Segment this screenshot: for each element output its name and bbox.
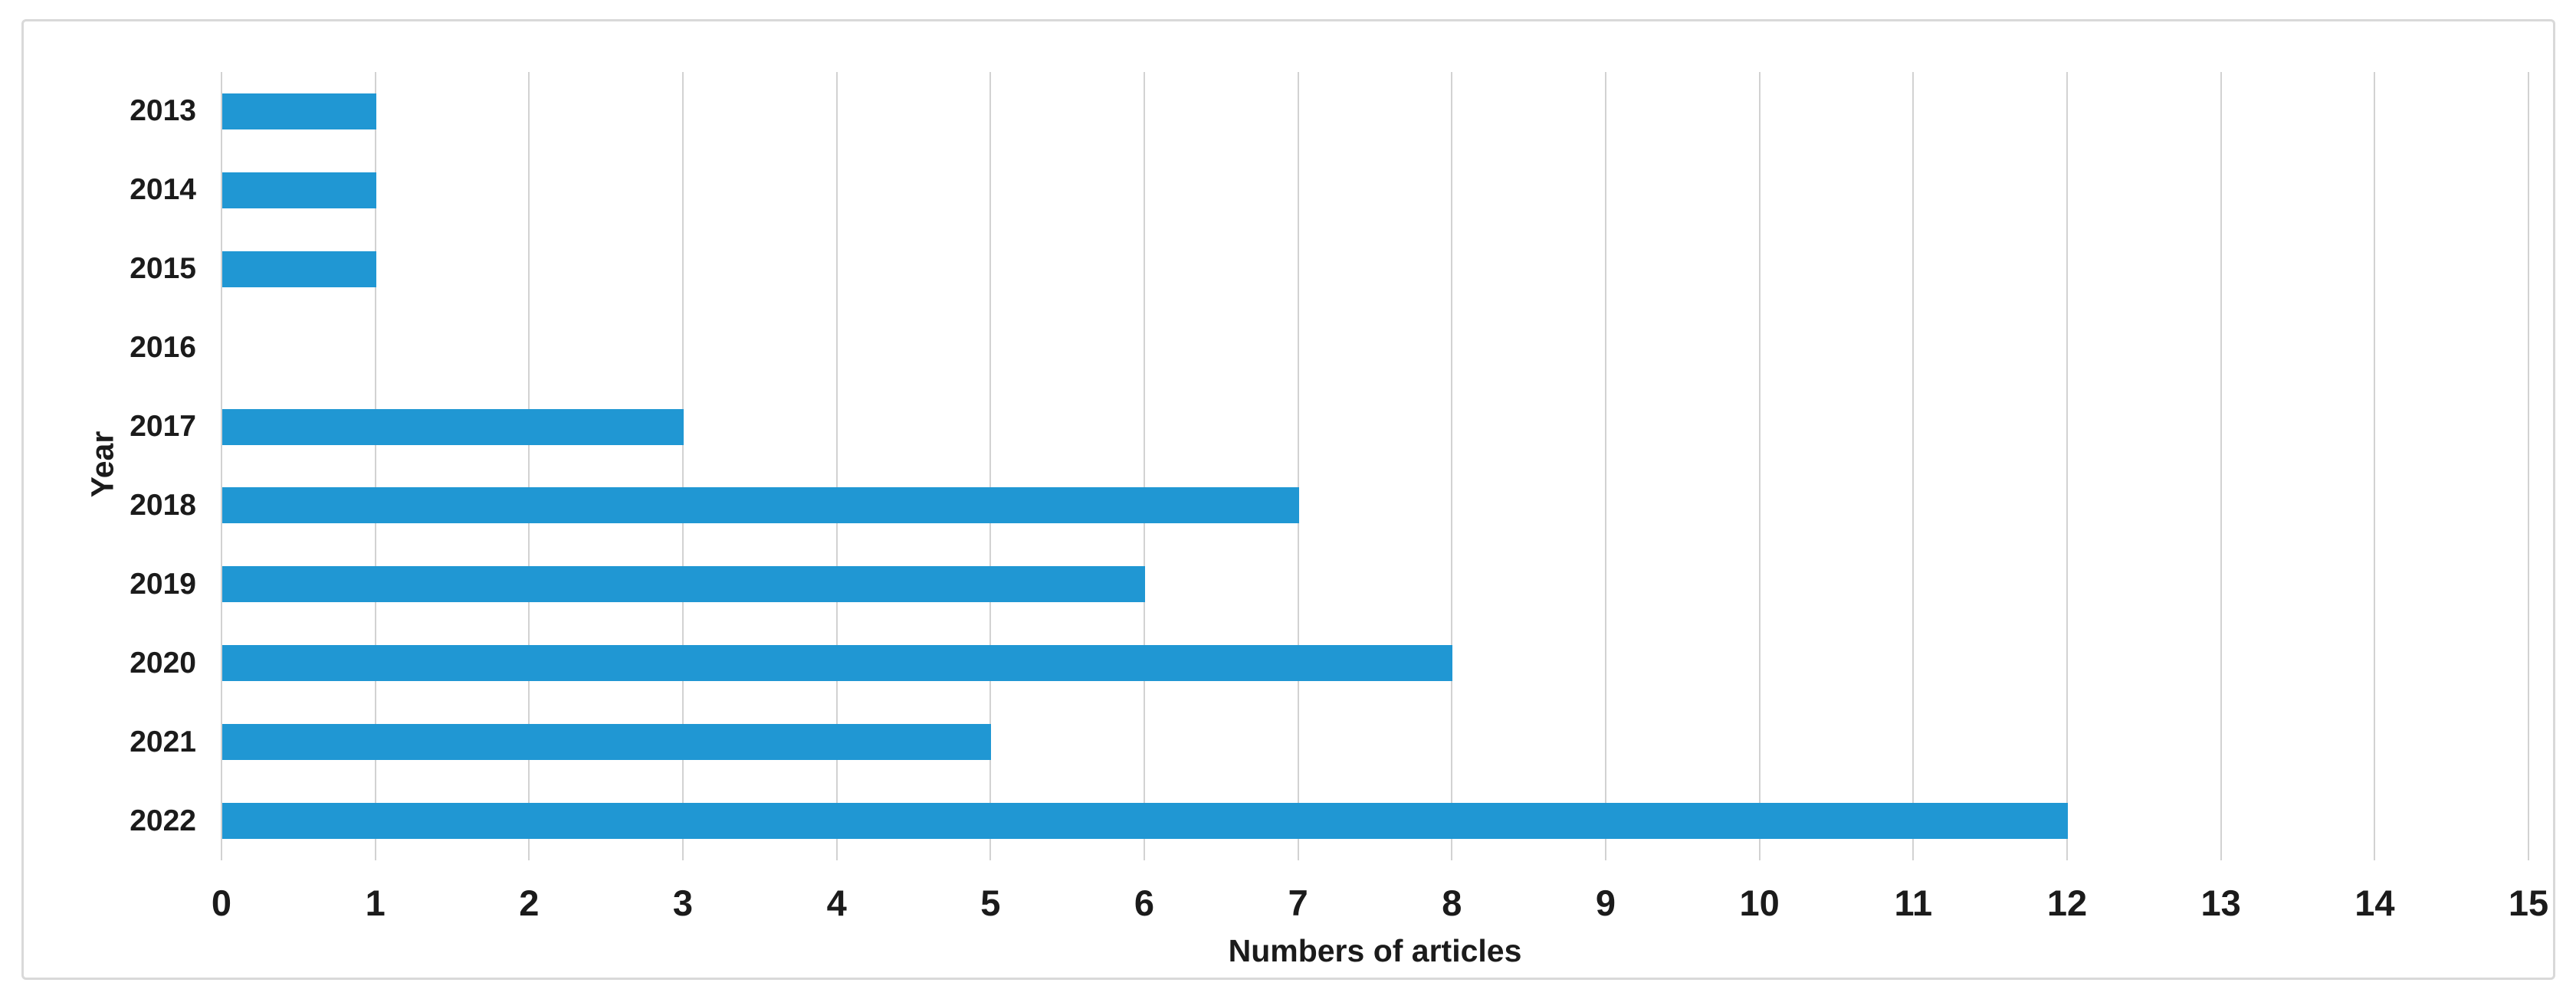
x-tick-label-0: 0 <box>211 883 232 923</box>
x-tick-label-7: 7 <box>1288 883 1308 923</box>
bar-2015 <box>222 251 376 287</box>
gridline-x-8 <box>1451 72 1453 860</box>
y-tick-label-2018: 2018 <box>130 488 196 522</box>
y-tick-label-2013: 2013 <box>130 94 196 128</box>
bar-2019 <box>222 566 1145 603</box>
bar-2018 <box>222 487 1299 524</box>
x-axis-title: Numbers of articles <box>1228 933 1522 968</box>
y-tick-label-2015: 2015 <box>130 252 196 286</box>
gridline-x-13 <box>2220 72 2222 860</box>
y-tick-label-2016: 2016 <box>130 331 196 365</box>
gridline-x-10 <box>1758 72 1761 860</box>
chart-border: 2013 2014 2015 2016 2017 2018 2019 2020 2021 2022… <box>21 19 2555 980</box>
gridline-x-4 <box>835 72 838 860</box>
gridline-x-2 <box>528 72 530 860</box>
gridline-x-0 <box>221 72 222 860</box>
gridline-x-1 <box>374 72 376 860</box>
y-tick-label-2014: 2014 <box>130 173 196 207</box>
bar-2013 <box>222 93 376 129</box>
y-tick-label-2021: 2021 <box>130 725 196 758</box>
x-tick-label-5: 5 <box>980 883 1001 923</box>
x-tick-label-6: 6 <box>1134 883 1155 923</box>
gridline-x-3 <box>682 72 684 860</box>
gridline-x-6 <box>1144 72 1145 860</box>
gridline-x-9 <box>1605 72 1606 860</box>
y-axis-title: Year <box>84 431 120 498</box>
y-tick-label-2019: 2019 <box>130 567 196 601</box>
gridline-x-14 <box>2374 72 2376 860</box>
bar-2022 <box>222 803 2068 840</box>
x-tick-label-9: 9 <box>1595 883 1616 923</box>
x-tick-label-12: 12 <box>2046 883 2088 923</box>
x-tick-label-8: 8 <box>1442 883 1462 923</box>
bar-2014 <box>222 172 376 208</box>
x-tick-label-13: 13 <box>2200 883 2241 923</box>
x-tick-label-14: 14 <box>2354 883 2395 923</box>
gridline-x-11 <box>1912 72 1915 860</box>
bar-2021 <box>222 724 992 761</box>
x-tick-label-11: 11 <box>1894 883 1933 923</box>
x-tick-label-10: 10 <box>1739 883 1780 923</box>
y-tick-label-2017: 2017 <box>130 410 196 444</box>
x-tick-label-15: 15 <box>2508 883 2549 923</box>
gridline-x-7 <box>1297 72 1299 860</box>
y-tick-label-2022: 2022 <box>130 804 196 837</box>
gridline-x-15 <box>2528 72 2529 860</box>
y-tick-label-2020: 2020 <box>130 646 196 680</box>
gridline-x-5 <box>989 72 992 860</box>
gridline-x-12 <box>2066 72 2068 860</box>
x-tick-label-2: 2 <box>519 883 540 923</box>
x-tick-label-1: 1 <box>365 883 386 923</box>
bar-2020 <box>222 645 1453 682</box>
plot-area <box>221 72 2529 860</box>
x-tick-label-4: 4 <box>826 883 847 923</box>
bar-2017 <box>222 408 684 445</box>
x-tick-label-3: 3 <box>672 883 694 923</box>
